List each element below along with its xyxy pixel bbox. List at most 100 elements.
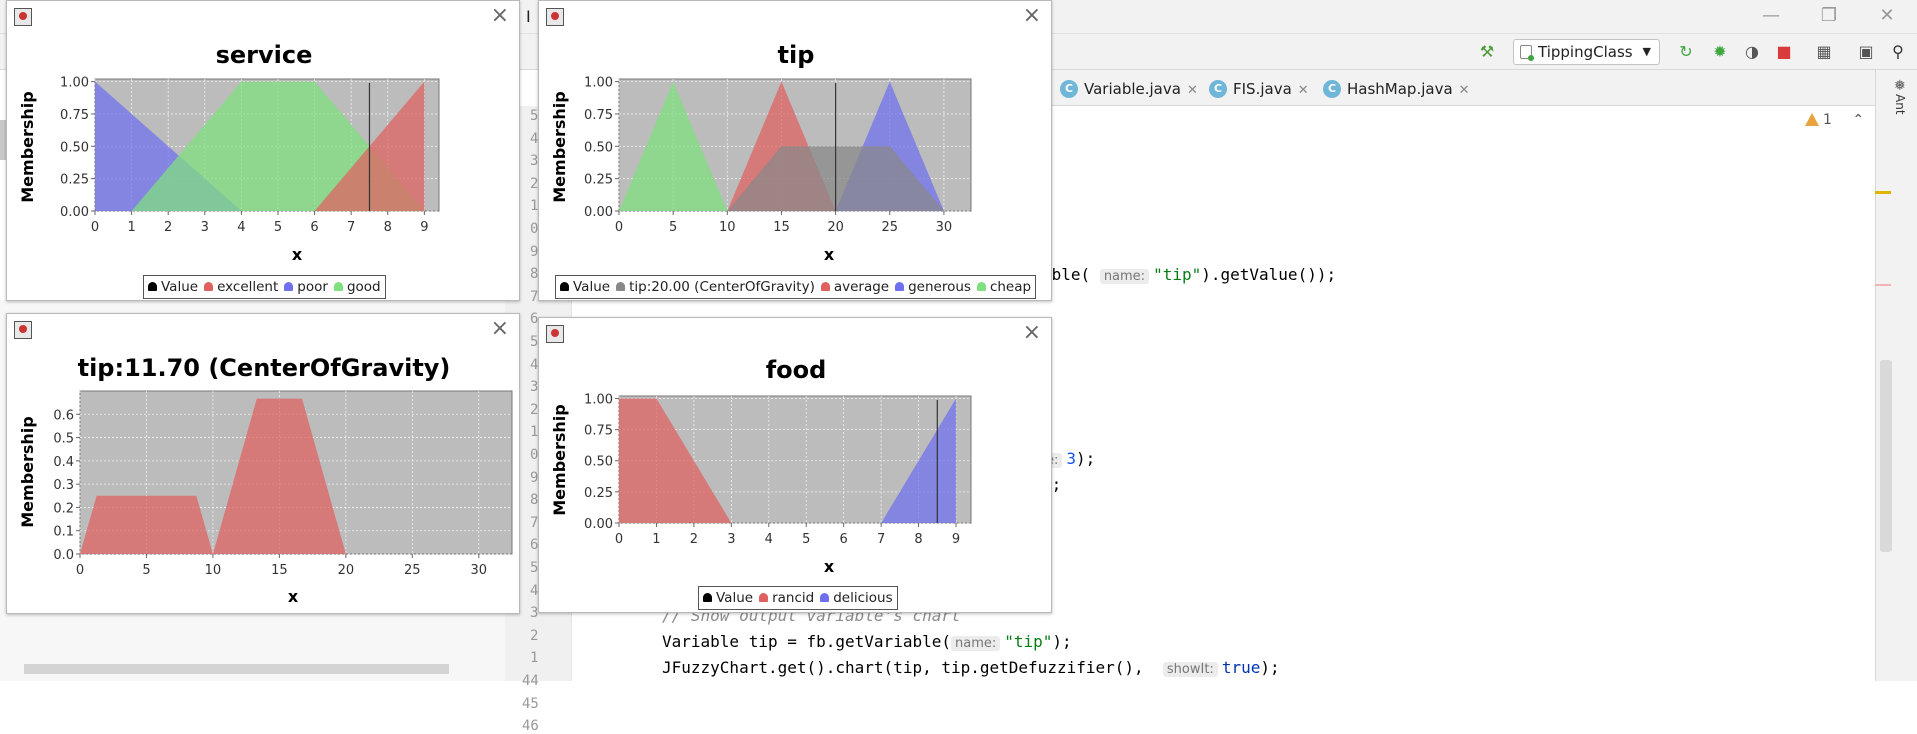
code-line-45: Variable tip = fb.getVariable(name: "tip"… xyxy=(662,632,1072,651)
x-tick-label: 0 xyxy=(615,532,623,547)
coverage-icon[interactable]: ◑ xyxy=(1745,42,1759,61)
legend-swatch xyxy=(204,282,214,291)
x-tick-label: 20 xyxy=(338,563,355,578)
horizontal-scrollbar[interactable] xyxy=(24,664,449,674)
y-tick-label: 0.25 xyxy=(584,173,613,188)
warning-marker[interactable] xyxy=(1875,191,1891,194)
y-tick-label: 1.00 xyxy=(584,76,613,91)
terminal-icon[interactable]: ▣ xyxy=(1858,42,1874,61)
tab-fis-java[interactable]: C FIS.java ✕ xyxy=(1209,78,1309,100)
service-chart: service x Membership 0 1 2 3 4 5 6 7 8 9 0.00 0.25 0… xyxy=(18,41,440,264)
series-cheap xyxy=(619,81,728,212)
line-number: 4 xyxy=(530,582,539,599)
close-icon[interactable]: × xyxy=(1022,3,1041,28)
legend-item: generous xyxy=(895,276,971,298)
line-number: 0 xyxy=(530,221,539,237)
legend-label: Value xyxy=(573,279,611,295)
config-file-icon xyxy=(1520,45,1532,59)
x-tick-label: 3 xyxy=(201,220,209,235)
tab-hashmap-java[interactable]: C HashMap.java ✕ xyxy=(1323,78,1470,100)
close-tab-icon[interactable]: ✕ xyxy=(1186,83,1198,98)
y-axis-label: Membership xyxy=(550,404,569,516)
food-chart: food x Membership 0 1 2 3 4 5 6 7 8 9 0.00 0.25 0.50… xyxy=(550,356,972,576)
rerun-icon[interactable]: ↻ xyxy=(1679,42,1693,61)
legend-label: average xyxy=(833,279,890,295)
chart-window-tip[interactable]: × tip x Membership 0 5 10 15 20 25 30 0.00 0.25 0… xyxy=(538,0,1052,301)
x-tick-label: 2 xyxy=(164,220,172,235)
line-number: 44 xyxy=(522,673,539,689)
y-tick-label: 0.0 xyxy=(53,548,74,563)
param-hint: name: xyxy=(1099,269,1150,284)
plot-area xyxy=(618,395,972,524)
code-line-46: JFuzzyChart.get().chart(tip, tip.getDefu… xyxy=(662,658,1280,677)
y-tick-label: 0.50 xyxy=(60,140,89,155)
close-window-icon[interactable]: ✕ xyxy=(1879,5,1895,26)
y-tick-label: 0.50 xyxy=(584,140,613,155)
y-axis-label: Membership xyxy=(550,91,569,203)
line-number: 4 xyxy=(530,130,539,147)
stop-icon[interactable]: ■ xyxy=(1776,42,1792,61)
line-number: 1 xyxy=(530,198,539,215)
close-icon[interactable]: × xyxy=(1022,320,1041,345)
y-tick-label: 0.00 xyxy=(60,205,89,220)
close-tab-icon[interactable]: ✕ xyxy=(1458,83,1470,98)
x-tick-label: 1 xyxy=(127,220,135,235)
legend-label: delicious xyxy=(833,590,893,606)
x-tick-label: 6 xyxy=(310,220,318,235)
minimize-icon[interactable]: — xyxy=(1762,5,1780,26)
x-tick-label: 0 xyxy=(91,220,99,235)
close-icon[interactable]: × xyxy=(490,3,509,28)
x-axis-label: x xyxy=(292,245,303,264)
hammer-icon[interactable]: ⚒ xyxy=(1479,42,1495,61)
x-tick-label: 0 xyxy=(76,563,84,578)
series-tip xyxy=(80,398,346,554)
chevron-down-icon: ▼ xyxy=(1642,45,1651,58)
class-icon: C xyxy=(1323,80,1341,98)
chart-title: tip:11.70 (CenterOfGravity) xyxy=(78,354,451,382)
chevron-up-icon[interactable]: ⌃ xyxy=(1852,112,1865,128)
tab-label: HashMap.java xyxy=(1347,80,1453,98)
ant-tool-label[interactable]: Ant xyxy=(1893,94,1907,115)
chart-window-food[interactable]: × food x Membership 0 1 2 3 4 5 6 7 8 9 0.00 0.25 0.… xyxy=(538,317,1052,613)
legend-swatch xyxy=(284,282,294,291)
java-app-icon xyxy=(546,325,564,343)
line-number: 3 xyxy=(530,379,539,396)
legend-item: excellent xyxy=(204,276,278,298)
line-number: 9 xyxy=(530,469,539,486)
search-icon[interactable]: ⚲ xyxy=(1892,42,1904,61)
x-axis-label: x xyxy=(824,557,835,576)
java-app-icon xyxy=(14,8,32,26)
x-tick-label: 8 xyxy=(384,220,392,235)
close-icon[interactable]: × xyxy=(490,316,509,341)
debug-icon[interactable]: ✹ xyxy=(1713,42,1727,61)
config-status-icon xyxy=(1528,55,1534,61)
restore-icon[interactable]: ❐ xyxy=(1820,5,1838,26)
y-tick-label: 0.00 xyxy=(584,205,613,220)
chart-window-service[interactable]: × service x Membership 0 1 2 3 4 5 6 7 8 9 0.00 0.2… xyxy=(6,0,520,301)
legend-label: tip:20.00 (CenterOfGravity) xyxy=(629,279,815,295)
line-number: 1 xyxy=(530,424,539,441)
run-config-select[interactable]: TippingClass ▼ xyxy=(1513,39,1660,65)
line-number: 2 xyxy=(530,175,539,192)
x-axis-label: x xyxy=(824,245,835,264)
line-number: 8 xyxy=(530,266,539,283)
legend-item: Value xyxy=(703,587,753,609)
line-number: 1 xyxy=(530,650,539,667)
close-tab-icon[interactable]: ✕ xyxy=(1297,83,1309,98)
tab-variable-java[interactable]: C Variable.java ✕ xyxy=(1060,78,1198,100)
ant-tool-icon[interactable]: ❅ xyxy=(1894,78,1906,94)
error-marker[interactable] xyxy=(1875,284,1891,286)
chart-window-tip-output[interactable]: × tip:11.70 (CenterOfGravity) x Membersh… xyxy=(6,313,520,614)
class-icon: C xyxy=(1209,80,1227,98)
legend-swatch xyxy=(703,593,712,602)
line-number: 6 xyxy=(530,537,539,554)
vertical-scrollbar[interactable] xyxy=(1880,360,1892,552)
project-structure-icon[interactable]: ▦ xyxy=(1816,42,1832,61)
x-tick-label: 7 xyxy=(347,220,355,235)
line-number: 5 xyxy=(530,108,539,124)
y-tick-label: 0.4 xyxy=(53,455,74,470)
x-tick-label: 5 xyxy=(142,563,150,578)
y-tick-label: 0.75 xyxy=(584,108,613,123)
x-tick-label: 25 xyxy=(404,563,421,578)
x-tick-label: 10 xyxy=(205,563,222,578)
